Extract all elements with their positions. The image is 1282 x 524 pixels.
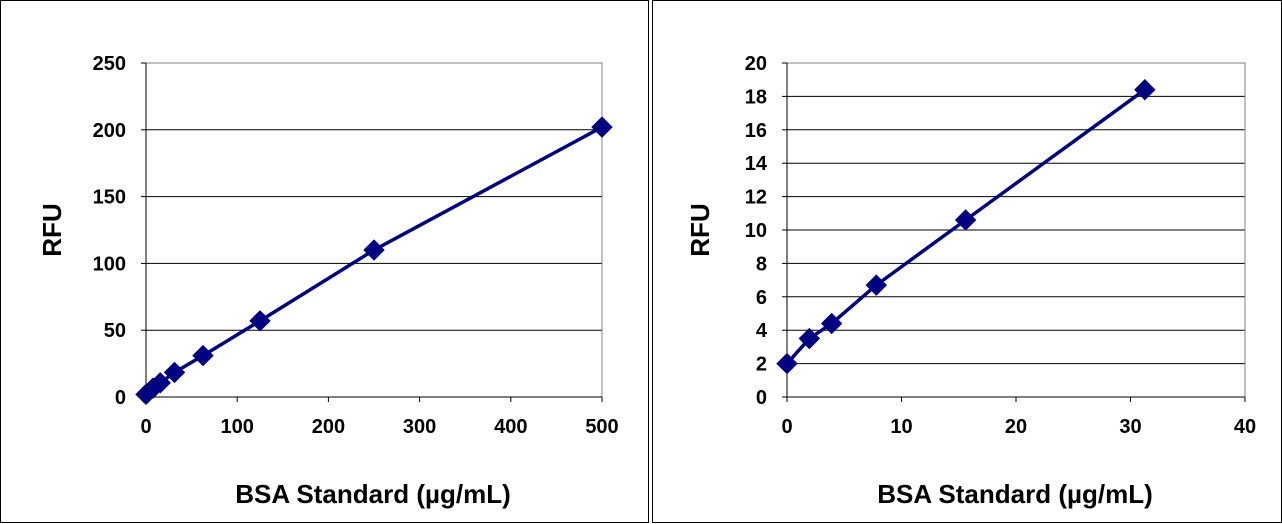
chart-panel-left: 0 100 200 300 400 500 0 50 100 150 200 250 BSA Sta… [0, 0, 649, 523]
x-tick-label-4: 400 [494, 416, 527, 438]
y-tick-label-1: 2 [756, 354, 767, 376]
data-point-3 [865, 274, 888, 296]
y-tick-label-10: 20 [745, 53, 767, 75]
x-tick-label-1: 100 [221, 416, 254, 438]
x-tick-label-3: 300 [403, 416, 436, 438]
data-point-0 [776, 352, 798, 375]
y-tick-label-0: 0 [115, 387, 126, 409]
x-axis-title: BSA Standard (µg/mL) [235, 479, 510, 509]
y-tick-label-8: 16 [745, 120, 767, 142]
y-tick-label-0: 0 [756, 387, 767, 409]
data-point-3 [163, 361, 186, 384]
data-point-6 [363, 239, 385, 261]
y-tick-label-4: 200 [93, 120, 126, 142]
y-tick-label-7: 14 [745, 153, 768, 175]
x-axis-title: BSA Standard (µg/mL) [877, 479, 1152, 509]
chart-right: 0 10 20 30 40 0 2 4 6 8 10 12 14 16 18 20 BSA Standard… [685, 53, 1256, 509]
data-point-4 [954, 209, 977, 231]
data-point-5 [249, 310, 271, 332]
y-tick-label-4: 8 [756, 253, 767, 275]
y-tick-label-3: 6 [756, 287, 767, 309]
y-tick-label-1: 50 [104, 320, 126, 342]
x-tick-label-0: 0 [140, 416, 151, 438]
y-axis-title: RFU [37, 203, 67, 256]
y-axis-title: RFU [685, 203, 715, 256]
x-tick-label-2: 20 [1005, 416, 1027, 438]
data-point-5 [1134, 79, 1156, 101]
y-tick-label-6: 12 [745, 187, 767, 209]
x-tick-label-5: 500 [585, 416, 618, 438]
y-tick-label-3: 150 [93, 187, 126, 209]
y-tick-label-5: 10 [745, 220, 767, 242]
x-tick-label-1: 10 [890, 416, 912, 438]
data-point-1 [798, 327, 821, 350]
x-tick-label-4: 40 [1234, 416, 1256, 438]
data-point-2 [820, 312, 843, 335]
data-point-4 [192, 344, 214, 367]
y-tick-label-5: 250 [93, 53, 126, 75]
chart-panel-right: 0 10 20 30 40 0 2 4 6 8 10 12 14 16 18 20 BSA Standard… [652, 0, 1282, 523]
chart-left: 0 100 200 300 400 500 0 50 100 150 200 250 BSA Sta… [37, 53, 619, 509]
y-tick-label-9: 18 [745, 86, 767, 108]
x-tick-label-3: 30 [1119, 416, 1141, 438]
data-point-2 [149, 372, 171, 394]
x-tick-label-2: 200 [312, 416, 345, 438]
data-point-7 [591, 116, 613, 138]
y-tick-label-2: 4 [756, 320, 768, 342]
x-tick-label-0: 0 [781, 416, 792, 438]
y-tick-label-2: 100 [93, 253, 126, 275]
